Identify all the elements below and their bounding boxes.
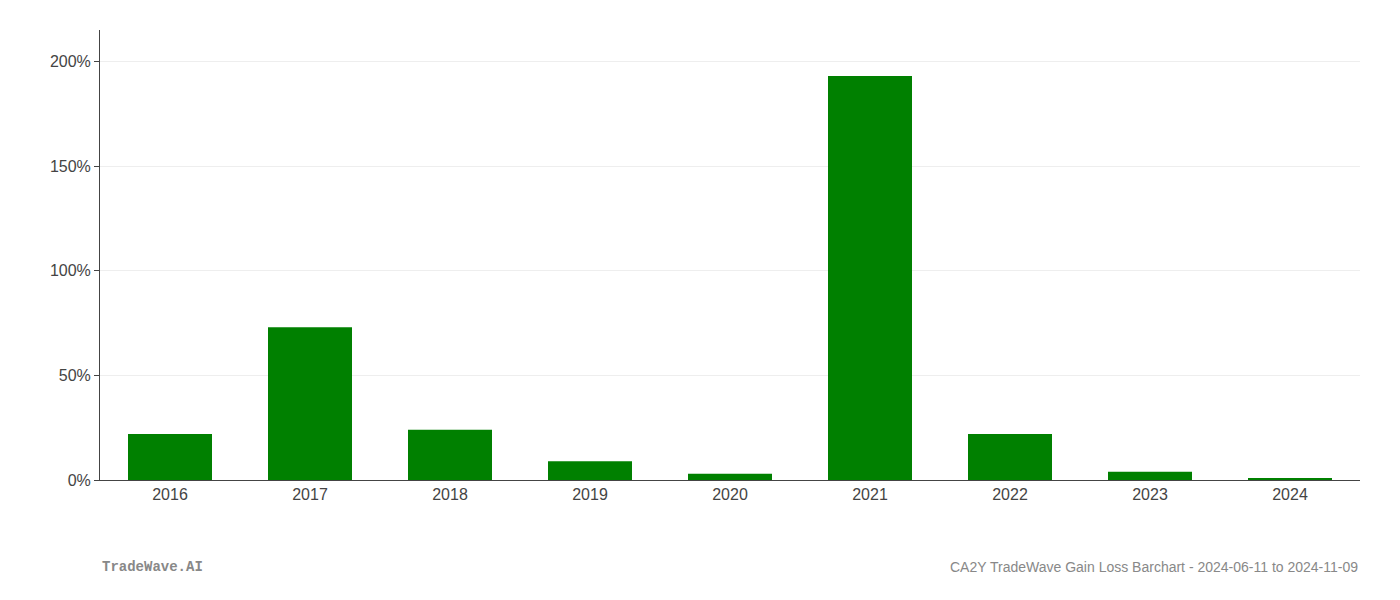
svg-text:2020: 2020 bbox=[712, 486, 748, 503]
svg-text:150%: 150% bbox=[50, 158, 91, 175]
svg-text:TradeWave.AI: TradeWave.AI bbox=[102, 559, 203, 575]
svg-text:2022: 2022 bbox=[992, 486, 1028, 503]
svg-text:2018: 2018 bbox=[432, 486, 468, 503]
svg-text:100%: 100% bbox=[50, 262, 91, 279]
svg-text:CA2Y TradeWave Gain Loss Barch: CA2Y TradeWave Gain Loss Barchart - 2024… bbox=[950, 559, 1358, 575]
svg-text:50%: 50% bbox=[59, 367, 91, 384]
svg-text:2016: 2016 bbox=[152, 486, 188, 503]
svg-text:2017: 2017 bbox=[292, 486, 328, 503]
svg-text:2024: 2024 bbox=[1272, 486, 1308, 503]
svg-text:200%: 200% bbox=[50, 53, 91, 70]
svg-text:2019: 2019 bbox=[572, 486, 608, 503]
svg-text:0%: 0% bbox=[68, 472, 91, 489]
svg-text:2023: 2023 bbox=[1132, 486, 1168, 503]
svg-text:2021: 2021 bbox=[852, 486, 888, 503]
